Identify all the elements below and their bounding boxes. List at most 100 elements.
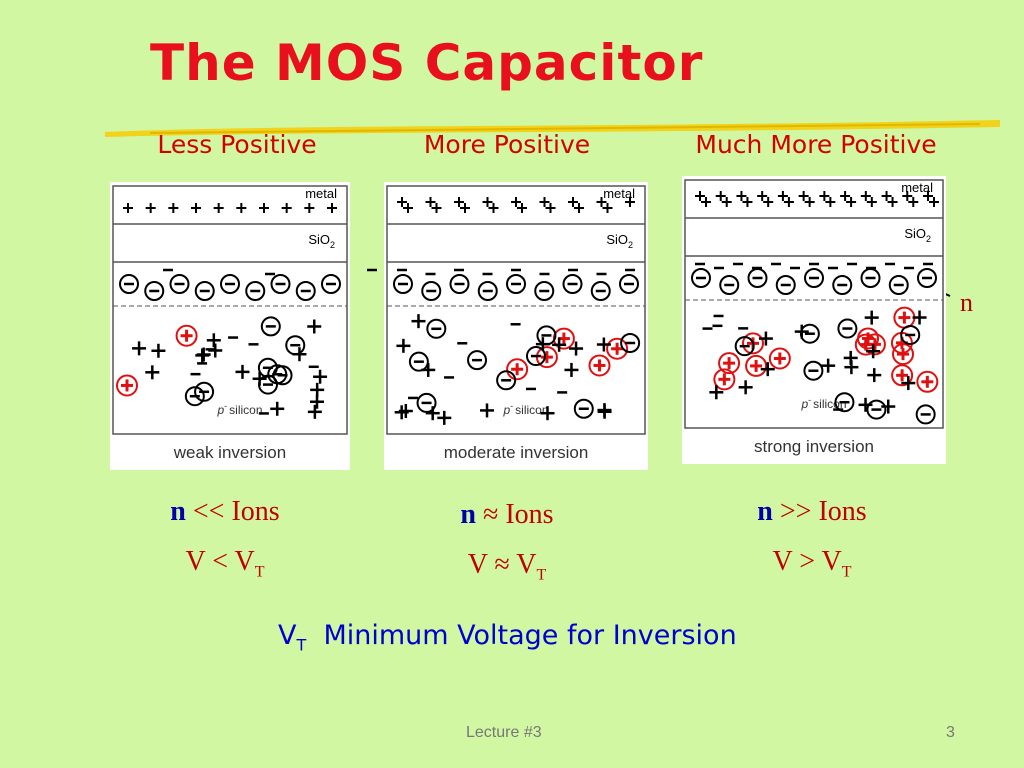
- relation-op: ≈: [482, 499, 499, 530]
- electron: [194, 381, 215, 402]
- voltage-sub: T: [841, 563, 852, 581]
- oxide-sub: 2: [628, 240, 633, 250]
- panel-caption: moderate inversion: [444, 443, 589, 462]
- substrate-base: p: [502, 403, 510, 417]
- electron: [719, 275, 740, 295]
- panel-caption: strong inversion: [754, 437, 874, 456]
- column-heading: More Positive: [423, 130, 591, 159]
- electron: [257, 357, 278, 378]
- electron: [917, 268, 937, 288]
- electron: [562, 274, 583, 294]
- panel-bg: [384, 182, 648, 470]
- voltage-op: ≈: [494, 549, 510, 580]
- panel-caption: weak inversion: [173, 443, 286, 462]
- electron: [467, 350, 488, 371]
- hole: [506, 358, 529, 381]
- oxide-label: SiO2: [308, 232, 335, 250]
- footnote: VT Minimum Voltage for Inversion: [278, 620, 737, 654]
- substrate-sup: -: [808, 395, 811, 405]
- relation: n ≈ Ions: [460, 499, 553, 531]
- panel-bg: [682, 176, 946, 464]
- electron: [837, 318, 858, 339]
- electron: [506, 274, 526, 294]
- electron: [619, 274, 639, 294]
- voltage-op: <: [212, 546, 228, 577]
- electron: [295, 281, 316, 301]
- substrate-sup: -: [510, 401, 513, 411]
- voltage-sub: T: [254, 563, 265, 581]
- electron: [119, 274, 139, 294]
- relation: n << Ions: [170, 496, 279, 528]
- electron: [573, 398, 594, 419]
- electron: [169, 274, 190, 294]
- electron: [775, 275, 796, 295]
- electron: [734, 336, 755, 357]
- electron: [270, 274, 291, 294]
- substrate-rest: silicon: [229, 403, 262, 417]
- electron: [803, 360, 824, 381]
- hole: [116, 374, 139, 397]
- oxide-label: SiO2: [606, 232, 633, 250]
- electron: [691, 268, 711, 288]
- oxide-sub: 2: [926, 234, 931, 244]
- electron: [393, 274, 413, 294]
- electron: [416, 392, 437, 413]
- metal-label: metal: [603, 186, 635, 201]
- voltage-left: V: [772, 546, 793, 577]
- footnote-text: Minimum Voltage for Inversion: [323, 620, 737, 651]
- electron: [534, 281, 555, 301]
- substrate-base: p: [800, 397, 808, 411]
- electron: [747, 268, 768, 288]
- hole: [718, 352, 741, 375]
- relation-left: n: [170, 496, 186, 527]
- substrate-rest: silicon: [515, 403, 548, 417]
- electron: [915, 404, 936, 425]
- electron: [888, 275, 909, 295]
- electron: [144, 281, 165, 301]
- mos-panel: metal SiO2 p-silicon weak inversion: [110, 182, 377, 470]
- hole: [606, 337, 629, 360]
- oxide-label: SiO2: [904, 226, 931, 244]
- relation-op: >>: [779, 496, 812, 527]
- mos-panel: metal SiO2 p-silicon moderate inversion: [384, 182, 648, 470]
- hole: [745, 354, 768, 377]
- oxide-base: SiO: [606, 232, 628, 247]
- electron: [834, 392, 855, 413]
- voltage-base: V: [821, 546, 842, 577]
- n-label: n: [960, 288, 973, 317]
- substrate-sup: -: [224, 401, 227, 411]
- voltage-base: V: [234, 546, 255, 577]
- electron: [245, 281, 266, 301]
- voltage-condition: V > VT: [772, 546, 851, 582]
- electron: [620, 333, 641, 354]
- hole: [175, 324, 198, 347]
- substrate-base: p: [216, 403, 224, 417]
- footer-lecture: Lecture #3: [466, 724, 542, 741]
- voltage-op: >: [799, 546, 815, 577]
- hole: [854, 333, 877, 356]
- electron: [525, 346, 546, 367]
- voltage-condition: V ≈ VT: [468, 549, 547, 585]
- panel-frame: [386, 185, 646, 435]
- voltage-base: V: [516, 549, 537, 580]
- relation-right: Ions: [231, 496, 280, 527]
- relation-left: n: [757, 496, 773, 527]
- relation-left: n: [460, 499, 476, 530]
- electron: [832, 275, 853, 295]
- electron: [496, 370, 517, 391]
- electron: [194, 281, 215, 301]
- voltage-left: V: [467, 549, 488, 580]
- hole: [891, 364, 914, 387]
- slide-title: The MOS Capacitor: [150, 34, 704, 92]
- electron: [220, 274, 240, 294]
- voltage-sub: T: [536, 566, 547, 584]
- electron: [260, 316, 281, 337]
- voltage-condition: V < VT: [185, 546, 264, 582]
- electron: [408, 351, 429, 372]
- vt-base: V: [278, 620, 297, 651]
- electron: [426, 318, 447, 339]
- oxide-base: SiO: [904, 226, 926, 241]
- electron: [866, 399, 887, 420]
- oxide-base: SiO: [308, 232, 330, 247]
